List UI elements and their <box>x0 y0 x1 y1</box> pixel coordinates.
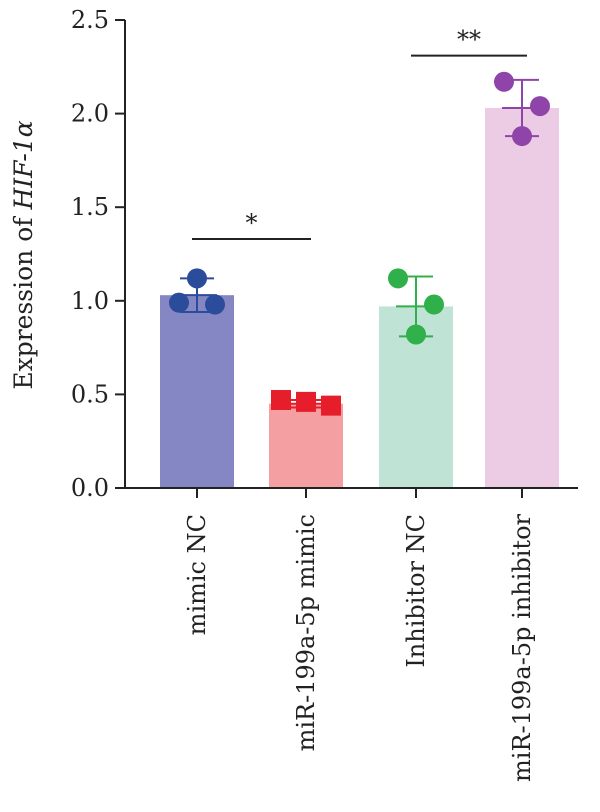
data-point <box>169 292 189 313</box>
y-axis-title: Expression of HIF-1α <box>9 120 38 389</box>
y-axis-title-prefix: Expression of <box>9 210 38 390</box>
data-point <box>205 294 225 315</box>
y-axis-title-gene: HIF-1α <box>9 120 38 210</box>
y-tick-label: 0.5 <box>71 380 109 408</box>
data-point <box>494 71 514 92</box>
data-point <box>321 395 341 416</box>
x-tick-label: Inhibitor NC <box>402 514 430 668</box>
significance-label: * <box>246 209 258 237</box>
data-point <box>271 390 291 411</box>
bar <box>160 295 234 488</box>
data-points <box>169 71 550 416</box>
x-tick-label: mimic NC <box>183 514 211 635</box>
data-point <box>512 126 532 147</box>
x-tick-label: miR-199a-5p inhibitor <box>508 513 536 782</box>
bar <box>269 403 343 488</box>
bar <box>485 107 559 488</box>
significance-label: ** <box>457 26 481 54</box>
y-tick-label: 2.0 <box>71 100 109 128</box>
data-point <box>187 268 207 289</box>
axes <box>124 20 578 498</box>
data-point <box>296 391 316 412</box>
y-tick-label: 2.5 <box>71 6 109 34</box>
data-point <box>406 324 426 345</box>
y-tick-label: 0.0 <box>71 474 109 502</box>
y-tick-label: 1.0 <box>71 287 109 315</box>
data-point <box>388 268 408 289</box>
data-point <box>530 96 550 117</box>
data-point <box>424 294 444 315</box>
x-tick-labels: mimic NC miR-199a-5p mimic Inhibitor NC miR… <box>183 513 536 782</box>
y-axis-ticks: 0.0 0.5 1.0 1.5 2.0 2.5 <box>71 6 125 502</box>
y-tick-label: 1.5 <box>71 193 109 221</box>
significance-markers: *** <box>192 26 527 241</box>
bars <box>160 107 559 488</box>
x-tick-label: miR-199a-5p mimic <box>292 514 320 751</box>
